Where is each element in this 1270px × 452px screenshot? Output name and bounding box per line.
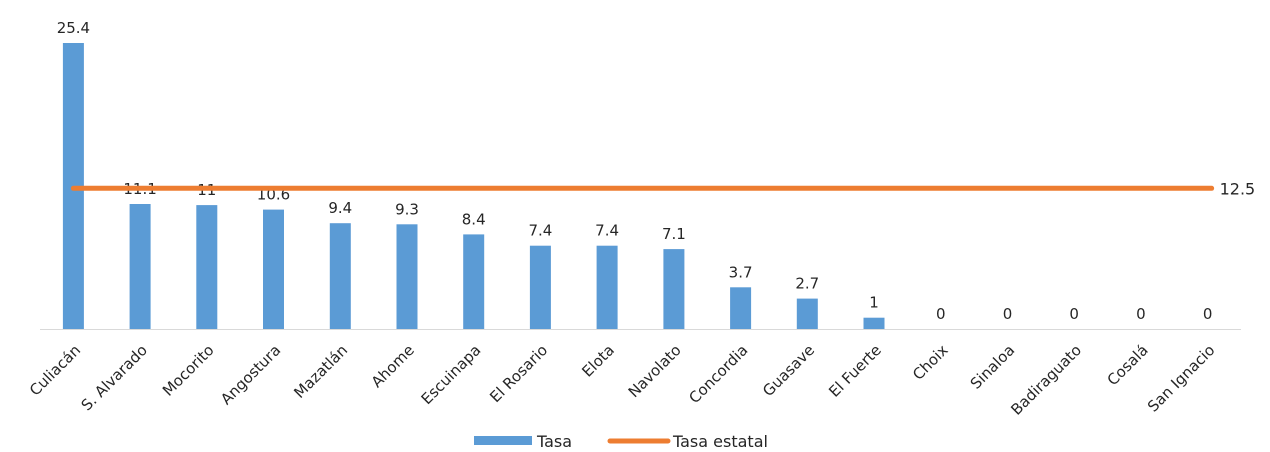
category-label-6: Escuinapa xyxy=(418,341,485,408)
bars-group xyxy=(62,43,885,329)
legend: Tasa Tasa estatal xyxy=(474,432,768,451)
category-label-12: El Fuerte xyxy=(825,341,885,401)
bar-11 xyxy=(796,298,818,329)
bar-4 xyxy=(329,223,351,329)
category-label-17: San Ignacio xyxy=(1144,341,1218,415)
category-label-7: El Rosario xyxy=(486,341,551,406)
value-label-10: 3.7 xyxy=(729,263,753,281)
bar-12 xyxy=(863,317,885,329)
category-label-9: Navolato xyxy=(625,341,685,401)
category-label-8: Elota xyxy=(578,341,618,381)
bar-10 xyxy=(730,287,752,329)
value-label-8: 7.4 xyxy=(595,222,619,240)
bar-7 xyxy=(529,245,551,329)
legend-label-tasa-estatal: Tasa estatal xyxy=(672,432,768,451)
category-label-16: Cosalá xyxy=(1104,341,1152,389)
bar-8 xyxy=(596,245,618,329)
category-label-10: Concordia xyxy=(685,341,751,407)
value-label-16: 0 xyxy=(1136,305,1146,323)
category-label-11: Guasave xyxy=(759,341,818,400)
value-label-15: 0 xyxy=(1069,305,1079,323)
category-label-0: Culiacán xyxy=(26,341,84,399)
value-label-12: 1 xyxy=(869,294,879,312)
legend-swatch-tasa xyxy=(474,436,532,445)
value-label-5: 9.3 xyxy=(395,200,419,218)
legend-label-tasa: Tasa xyxy=(536,432,572,451)
value-label-7: 7.4 xyxy=(528,222,552,240)
category-label-4: Mazatlán xyxy=(290,341,351,402)
value-labels-group: 25.411.11110.69.49.38.47.47.47.13.72.710… xyxy=(57,19,1213,323)
value-label-11: 2.7 xyxy=(795,275,819,293)
category-label-5: Ahome xyxy=(368,341,418,391)
category-label-3: Angostura xyxy=(217,341,284,408)
value-label-9: 7.1 xyxy=(662,225,686,243)
bar-9 xyxy=(663,249,685,329)
value-label-4: 9.4 xyxy=(328,199,352,217)
value-label-0: 25.4 xyxy=(57,19,90,37)
bar-1 xyxy=(129,204,151,329)
state-rate-label: 12.5 xyxy=(1220,179,1256,198)
category-label-1: S. Alvarado xyxy=(78,341,151,414)
category-label-15: Badiraguato xyxy=(1007,341,1085,419)
category-label-13: Choix xyxy=(909,341,952,384)
category-label-14: Sinaloa xyxy=(967,341,1019,393)
bar-6 xyxy=(463,234,485,329)
value-label-13: 0 xyxy=(936,305,946,323)
value-label-6: 8.4 xyxy=(462,210,486,228)
value-label-17: 0 xyxy=(1203,305,1213,323)
category-label-2: Mocorito xyxy=(159,341,218,400)
bar-3 xyxy=(263,209,284,329)
bar-2 xyxy=(196,205,218,329)
bar-5 xyxy=(396,224,418,329)
value-label-14: 0 xyxy=(1003,305,1013,323)
